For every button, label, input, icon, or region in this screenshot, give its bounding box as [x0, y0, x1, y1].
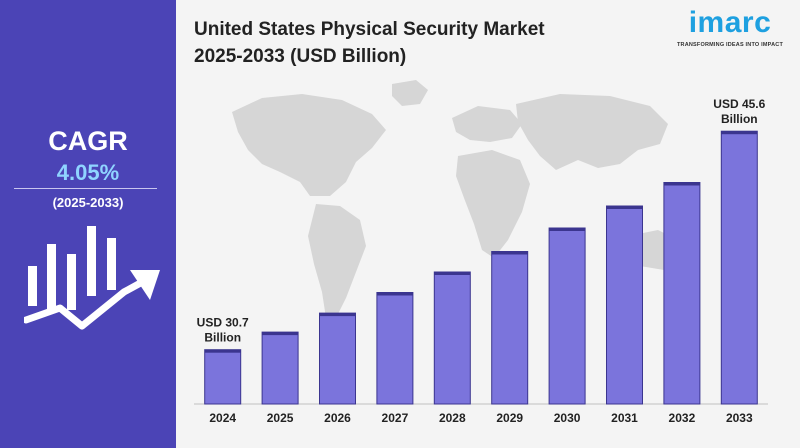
value-callout-2033-line-1: USD 45.6 [713, 97, 765, 111]
x-tick-label-2026: 2026 [324, 411, 351, 425]
x-tick-label-2033: 2033 [726, 411, 753, 425]
bar-2024 [204, 349, 242, 405]
x-tick-label-2025: 2025 [267, 411, 294, 425]
x-tick-label-2030: 2030 [554, 411, 581, 425]
bar-top-edge-2024 [204, 349, 241, 353]
bar-top-edge-2025 [262, 332, 299, 336]
bar-top-edge-2033 [721, 131, 758, 135]
bar-2031 [606, 205, 643, 405]
x-tick-label-2028: 2028 [439, 411, 466, 425]
x-tick-label-2031: 2031 [611, 411, 638, 425]
bar-chart-trend-icon [24, 226, 160, 330]
logo-wordmark: imarc [688, 6, 772, 39]
logo-tagline: TRANSFORMING IDEAS INTO IMPACT [676, 42, 784, 48]
bar-top-edge-2031 [606, 206, 643, 209]
bar-top-edge-2029 [491, 251, 528, 255]
cagr-label: CAGR [48, 126, 128, 156]
bar-top-edge-2030 [549, 228, 586, 231]
bar-2033 [720, 130, 758, 405]
bar-2032 [663, 182, 701, 405]
bar-top-edge-2032 [663, 182, 700, 186]
chart-title: United States Physical Security Market 2… [194, 16, 654, 70]
x-tick-label-2024: 2024 [209, 411, 236, 425]
bar-top-edge-2028 [434, 272, 471, 275]
bar-2028 [433, 271, 471, 405]
chart-title-line-2: 2025-2033 (USD Billion) [194, 46, 407, 67]
value-callout-2024-line-2: Billion [204, 331, 241, 345]
cagr-divider [14, 188, 157, 189]
bar-2027 [376, 292, 414, 405]
value-callout-2033-line-2: Billion [721, 112, 758, 126]
bar-2029 [491, 251, 529, 405]
cagr-value: 4.05% [56, 160, 120, 185]
cagr-sidebar: CAGR 4.05% (2025-2033) [0, 0, 176, 448]
chart-title-line-1: United States Physical Security Market [194, 19, 545, 40]
world-map-graphic [232, 80, 682, 318]
bar-2030 [548, 227, 586, 405]
x-tick-label-2027: 2027 [382, 411, 409, 425]
bar-top-edge-2027 [376, 292, 413, 296]
x-tick-label-2032: 2032 [669, 411, 696, 425]
imarc-logo: imarc TRANSFORMING IDEAS INTO IMPACT [674, 6, 786, 52]
bar-top-edge-2026 [319, 313, 356, 317]
bar-2026 [319, 312, 356, 405]
value-callout-2024-line-1: USD 30.7 [197, 316, 249, 330]
cagr-period: (2025-2033) [52, 195, 124, 210]
x-tick-label-2029: 2029 [496, 411, 523, 425]
bar-2025 [261, 331, 299, 405]
